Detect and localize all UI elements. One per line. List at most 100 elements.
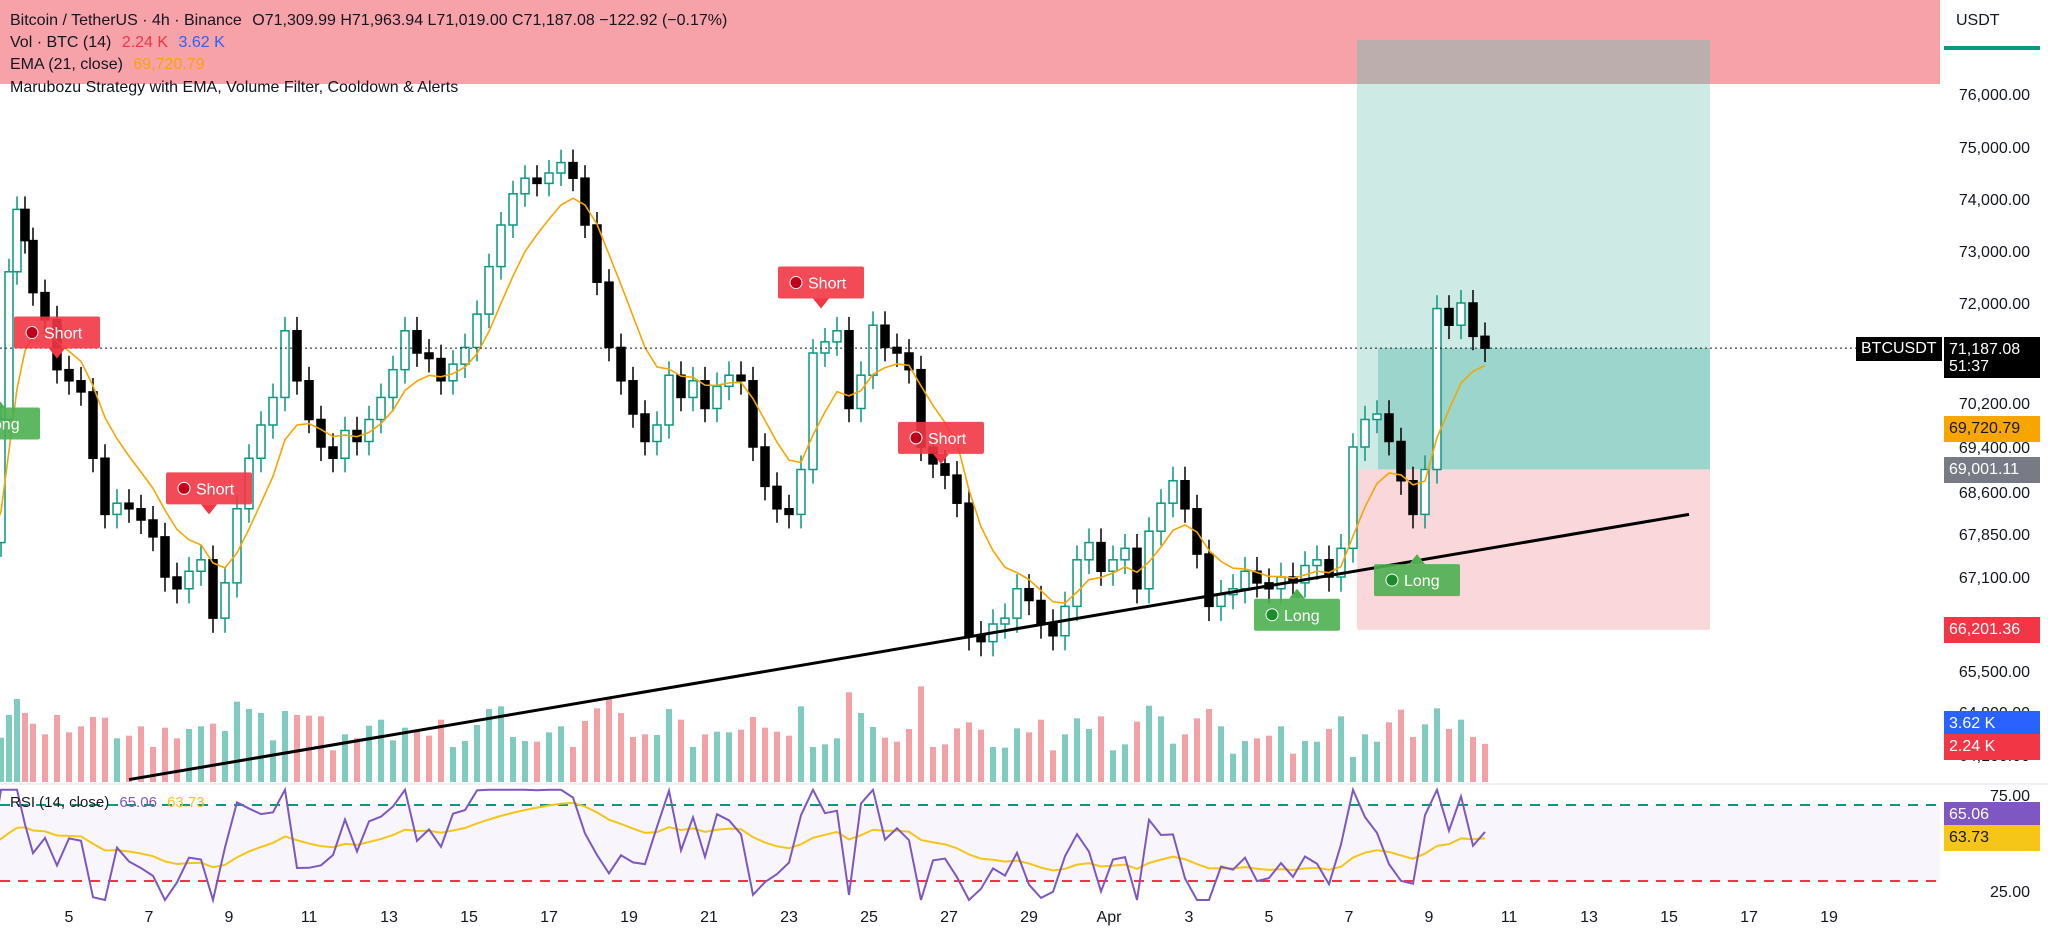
- candle-body: [364, 418, 374, 443]
- candle-body: [1420, 468, 1430, 516]
- candle-body: [1444, 307, 1454, 326]
- volume-bar: [654, 735, 660, 782]
- volume-bar: [870, 727, 876, 782]
- volume-bar: [1362, 734, 1368, 782]
- candle-body: [796, 468, 806, 516]
- legend-rsi-row: RSI (14, close) 65.06 63.73: [10, 794, 211, 811]
- volume-value-down: 2.24 K: [121, 34, 169, 51]
- volume-bar: [318, 716, 324, 782]
- volume-bar: [1446, 729, 1452, 782]
- legend-symbol-row: Bitcoin / TetherUS · 4h · Binance O71,30…: [10, 12, 733, 30]
- price-tick-label: 75,000.00: [1959, 140, 2030, 157]
- signal-dot-icon: [909, 431, 923, 445]
- candle-body: [748, 380, 758, 448]
- volume-bar: [366, 725, 372, 782]
- volume-bar: [1086, 729, 1092, 782]
- candle-body: [772, 485, 782, 510]
- volume-indicator-label[interactable]: Vol · BTC (14): [10, 34, 112, 51]
- volume-bar: [14, 699, 20, 782]
- long-signal-arrow: [1409, 554, 1425, 565]
- date-tick-label: 25: [860, 909, 878, 926]
- short-signal-arrow: [201, 504, 217, 515]
- volume-bar: [666, 709, 672, 782]
- candle-body: [580, 177, 590, 226]
- volume-bar: [822, 744, 828, 782]
- candle-body: [844, 330, 854, 410]
- candle-body: [160, 536, 170, 578]
- volume-bar: [1314, 741, 1320, 782]
- rsi-indicator-label[interactable]: RSI (14, close): [10, 794, 110, 811]
- volume-bar: [114, 738, 120, 782]
- volume-bar: [1038, 719, 1044, 782]
- legend-volume-row: Vol · BTC (14) 2.24 K 3.62 K: [10, 34, 231, 52]
- candle-body: [1384, 413, 1394, 443]
- symbol-badge: BTCUSDT: [1856, 337, 1942, 361]
- volume-bar: [1206, 709, 1212, 782]
- entry-price-label: 69,001.11: [1944, 457, 2040, 483]
- volume-bar: [354, 738, 360, 782]
- volume-bar: [690, 747, 696, 782]
- candle-body: [1348, 446, 1358, 550]
- date-tick-label: 19: [1820, 909, 1838, 926]
- candle-body: [484, 265, 494, 315]
- ema-indicator-label[interactable]: EMA (21, close): [10, 56, 123, 73]
- candle-body: [100, 457, 110, 516]
- volume-ma-badge: 3.62 K: [1944, 711, 2040, 737]
- volume-bar: [486, 709, 492, 782]
- symbol-title[interactable]: Bitcoin / TetherUS · 4h · Binance: [10, 12, 242, 29]
- candle-body: [1012, 588, 1022, 619]
- candle-body: [88, 391, 98, 459]
- volume-bar: [1194, 718, 1200, 782]
- candle-body: [28, 239, 38, 294]
- volume-bar: [1158, 716, 1164, 782]
- candle-body: [316, 418, 326, 448]
- candle-body: [172, 576, 182, 590]
- price-tick-label: 76,000.00: [1959, 87, 2030, 104]
- volume-bar: [966, 722, 972, 782]
- signal-tag-label: Long: [1404, 573, 1440, 590]
- currency-tab[interactable]: USDT: [1956, 12, 2000, 29]
- date-tick-label: 11: [301, 909, 318, 926]
- signal-tag-label: Short: [196, 481, 235, 498]
- volume-bar: [762, 727, 768, 782]
- short-signal-tag: [778, 266, 864, 299]
- candle-body: [1216, 593, 1226, 608]
- volume-bar: [846, 692, 852, 782]
- rsi-ma-badge: 63.73: [1944, 825, 2040, 851]
- candle-body: [868, 324, 878, 376]
- volume-bar: [402, 727, 408, 782]
- candle-body: [1084, 541, 1094, 561]
- candle-body: [712, 385, 722, 410]
- volume-bar: [1146, 705, 1152, 782]
- long-signal-tag: [1254, 598, 1340, 631]
- volume-bar: [162, 727, 168, 782]
- candle-body: [448, 363, 458, 382]
- volume-bar: [246, 709, 252, 782]
- candle-body: [568, 161, 578, 179]
- strategy-label[interactable]: Marubozu Strategy with EMA, Volume Filte…: [10, 79, 459, 96]
- date-tick-label: 17: [540, 909, 558, 926]
- volume-bar: [1434, 708, 1440, 782]
- volume-bar: [1026, 732, 1032, 782]
- volume-bar: [522, 741, 528, 782]
- rsi-tick-label: 75.00: [1990, 788, 2030, 805]
- candle-body: [460, 346, 470, 365]
- volume-bar: [390, 740, 396, 782]
- volume-bar: [498, 706, 504, 782]
- date-tick-label: 13: [380, 909, 398, 926]
- signal-tag-label: Short: [808, 276, 847, 293]
- date-tick-label: 9: [225, 909, 234, 926]
- volume-bar: [90, 717, 96, 782]
- candle-body: [1396, 440, 1406, 482]
- candle-body: [880, 324, 890, 349]
- candle-body: [1144, 530, 1154, 590]
- candle-body: [1456, 302, 1466, 326]
- signal-dot-icon: [177, 481, 191, 495]
- target-zone-active: [1378, 348, 1710, 470]
- volume-bar: [1302, 741, 1308, 782]
- volume-bar: [426, 735, 432, 782]
- candle-body: [112, 502, 122, 516]
- volume-bar: [906, 729, 912, 782]
- volume-bar: [1182, 734, 1188, 782]
